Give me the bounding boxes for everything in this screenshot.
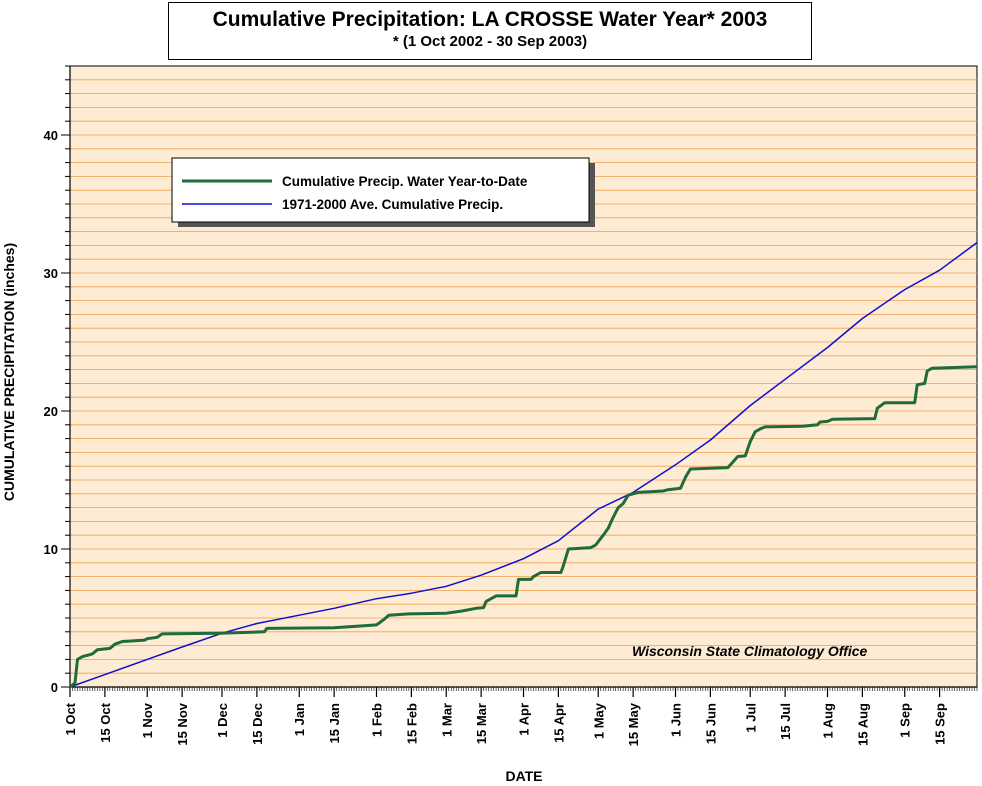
grid-lines (70, 79, 977, 674)
x-tick-label: 15 Dec (250, 703, 265, 745)
legend-label-normal: 1971-2000 Ave. Cumulative Precip. (282, 197, 503, 212)
series-layer (69, 241, 978, 689)
x-tick-label: 15 Oct (98, 702, 113, 742)
legend-label-observed: Cumulative Precip. Water Year-to-Date (282, 174, 528, 189)
y-tick-label: 10 (44, 542, 58, 557)
x-axis: 1 Oct 15 Oct 1 Nov 15 Nov 1 Dec 15 Dec 1 Jan 15… (63, 686, 978, 746)
x-tick-label: 15 May (626, 702, 641, 746)
chart-title: Cumulative Precipitation: LA CROSSE Wate… (212, 8, 768, 31)
x-tick-label: 1 Jun (668, 703, 683, 737)
y-axis-title: CUMULATIVE PRECIPITATION (inches) (1, 243, 17, 501)
x-tick-label: 1 Aug (820, 703, 835, 739)
x-tick-label: 1 Sep (898, 703, 913, 738)
x-tick-label: 15 Feb (404, 703, 419, 744)
x-tick-label: 15 Aug (855, 703, 870, 746)
chart-title-box: Cumulative Precipitation: LA CROSSE Wate… (168, 2, 812, 60)
credit-text: Wisconsin State Climatology Office (632, 643, 868, 659)
x-tick-label: 1 Oct (63, 702, 78, 735)
x-tick-label: 15 Jun (703, 703, 718, 744)
x-tick-label: 1 Apr (517, 703, 532, 736)
series-observed-line (69, 365, 978, 689)
y-tick-label: 0 (51, 680, 58, 695)
x-tick-label: 1 Jan (292, 703, 307, 736)
x-axis-title: DATE (505, 768, 542, 784)
legend-box (171, 157, 590, 223)
x-tick-label: 15 Jan (327, 703, 342, 744)
x-tick-label: 1 Jul (743, 703, 758, 733)
x-tick-label: 1 Feb (369, 703, 384, 737)
x-tick-label: 15 Jul (778, 703, 793, 740)
legend: Cumulative Precip. Water Year-to-Date 19… (171, 157, 595, 227)
y-axis: 0 10 20 30 40 (44, 65, 71, 695)
x-tick-label: 1 Dec (215, 703, 230, 738)
x-tick-label: 1 May (591, 702, 606, 739)
x-tick-label: 1 Nov (140, 702, 155, 738)
y-tick-label: 40 (44, 128, 58, 143)
x-tick-label: 15 Apr (551, 703, 566, 743)
x-tick-label: 15 Nov (175, 702, 190, 745)
y-tick-label: 20 (44, 404, 58, 419)
y-tick-label: 30 (44, 266, 58, 281)
x-tick-label: 1 Mar (439, 703, 454, 737)
x-tick-label: 15 Mar (474, 703, 489, 744)
chart-subtitle: * (1 Oct 2002 - 30 Sep 2003) (392, 33, 588, 50)
x-tick-label: 15 Sep (933, 703, 948, 745)
